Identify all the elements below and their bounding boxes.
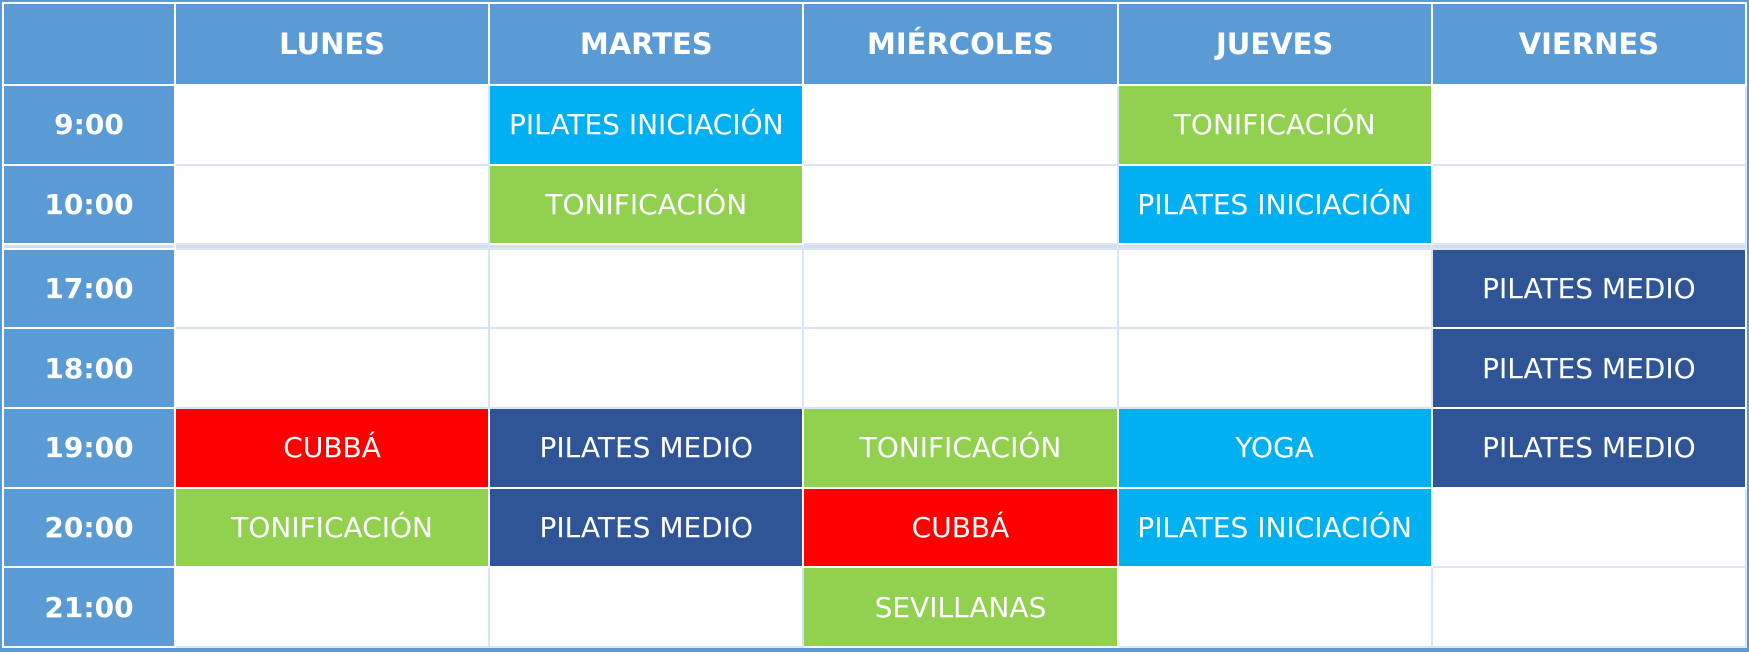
empty-cell [173,566,491,648]
class-cell: PILATES MEDIO [1430,327,1748,410]
day-header: LUNES [173,2,491,86]
time-row: 17:00 PILATES MEDIO [2,247,1748,330]
empty-cell [488,566,805,648]
time-cell: 9:00 [2,83,176,166]
time-row: 20:00 TONIFICACIÓN PILATES MEDIO CUBBÁ PILAT… [2,486,1748,569]
time-cell: 17:00 [2,247,176,330]
empty-cell [1116,327,1433,410]
time-cell: 18:00 [2,327,176,410]
class-cell: CUBBÁ [802,486,1119,569]
time-cell: 19:00 [2,407,176,489]
time-cell: 21:00 [2,566,176,648]
empty-cell [1116,247,1433,330]
class-cell: PILATES INICIACIÓN [1116,486,1433,569]
empty-cell [1430,163,1748,246]
empty-cell [173,247,491,330]
class-cell: PILATES MEDIO [1430,247,1748,330]
class-cell: YOGA [1116,407,1433,489]
empty-cell [173,163,491,246]
time-row: 10:00 TONIFICACIÓN PILATES INICIACIÓN [2,163,1748,246]
class-cell: PILATES MEDIO [488,407,805,489]
empty-cell [802,247,1119,330]
time-cell: 10:00 [2,163,176,246]
class-cell: TONIFICACIÓN [173,486,491,569]
time-row: 18:00 PILATES MEDIO [2,327,1748,410]
class-cell: PILATES MEDIO [488,486,805,569]
empty-cell [1430,486,1748,569]
time-row: 9:00 PILATES INICIACIÓN TONIFICACIÓN [2,83,1748,166]
day-header [2,2,176,86]
empty-cell [173,83,491,166]
class-cell: CUBBÁ [173,407,491,489]
time-cell: 20:00 [2,486,176,569]
class-cell: PILATES MEDIO [1430,407,1748,489]
day-header: MARTES [488,2,805,86]
empty-cell [488,247,805,330]
time-row: 19:00 CUBBÁ PILATES MEDIO TONIFICACIÓN YOGA P… [2,407,1748,489]
empty-cell [1430,566,1748,648]
header-row: LUNES MARTES MIÉRCOLES JUEVES VIERNES [2,2,1748,86]
class-cell: SEVILLANAS [802,566,1119,648]
empty-cell [802,163,1119,246]
class-cell: PILATES INICIACIÓN [1116,163,1433,246]
class-cell: PILATES INICIACIÓN [488,83,805,166]
empty-cell [802,327,1119,410]
day-header: MIÉRCOLES [802,2,1119,86]
empty-cell [1430,83,1748,166]
empty-cell [488,327,805,410]
class-cell: TONIFICACIÓN [488,163,805,246]
empty-cell [802,83,1119,166]
empty-cell [1116,566,1433,648]
day-header: JUEVES [1116,2,1433,86]
day-header: VIERNES [1430,2,1748,86]
class-cell: TONIFICACIÓN [802,407,1119,489]
time-row: 21:00 SEVILLANAS [2,566,1748,648]
class-cell: TONIFICACIÓN [1116,83,1433,166]
empty-cell [173,327,491,410]
